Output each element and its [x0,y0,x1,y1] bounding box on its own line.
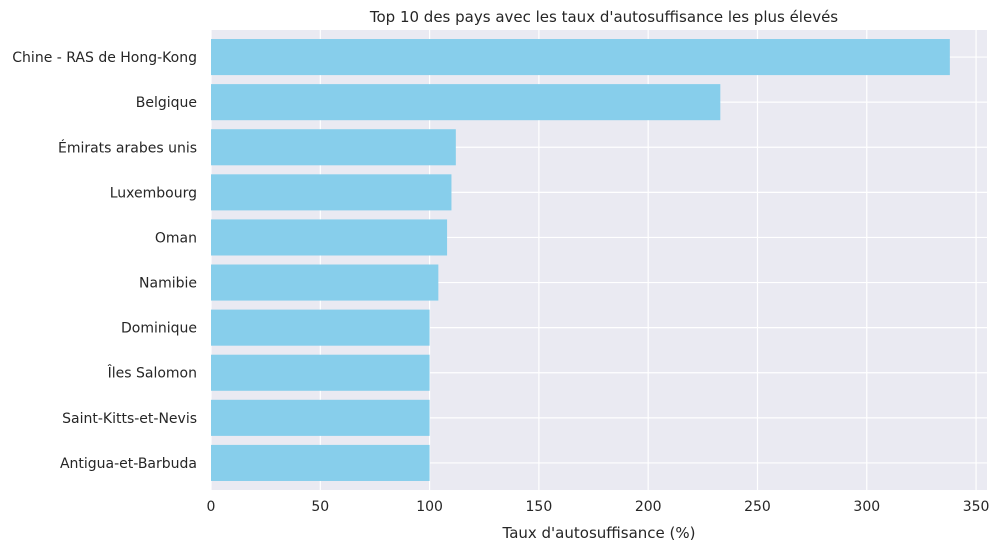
bars [211,39,950,481]
chart-title: Top 10 des pays avec les taux d'autosuff… [369,8,838,26]
y-tick-label: Îles Salomon [107,364,197,382]
x-axis-label: Taux d'autosuffisance (%) [502,524,696,542]
bar [211,219,448,256]
y-tick-label: Dominique [121,321,197,337]
x-tick-label: 250 [744,499,771,515]
x-tick-label: 150 [526,499,553,515]
bar [211,84,721,121]
bar [211,399,430,436]
x-tick-labels: 0 50 100 150 200 250 300 350 [207,499,990,515]
bar [211,39,950,76]
y-tick-label: Chine - RAS de Hong-Kong [12,50,197,66]
y-tick-label: Émirats arabes unis [58,139,197,156]
y-tick-label: Luxembourg [110,185,197,201]
bar [211,264,439,301]
bar [211,174,452,211]
bar [211,354,430,391]
x-tick-label: 200 [635,499,662,515]
x-tick-label: 0 [207,499,216,515]
bar [211,309,430,346]
y-tick-label: Antigua-et-Barbuda [60,456,197,472]
x-tick-label: 100 [416,499,443,515]
bar [211,444,430,481]
bar [211,129,456,166]
y-tick-labels: Chine - RAS de Hong-Kong Belgique Émirats … [12,50,197,472]
y-tick-label: Namibie [139,276,197,292]
y-tick-label: Oman [155,230,197,246]
y-tick-label: Belgique [136,95,197,111]
x-tick-label: 300 [853,499,880,515]
x-tick-label: 50 [311,499,329,515]
x-tick-label: 350 [963,499,990,515]
y-tick-label: Saint-Kitts-et-Nevis [62,411,197,427]
